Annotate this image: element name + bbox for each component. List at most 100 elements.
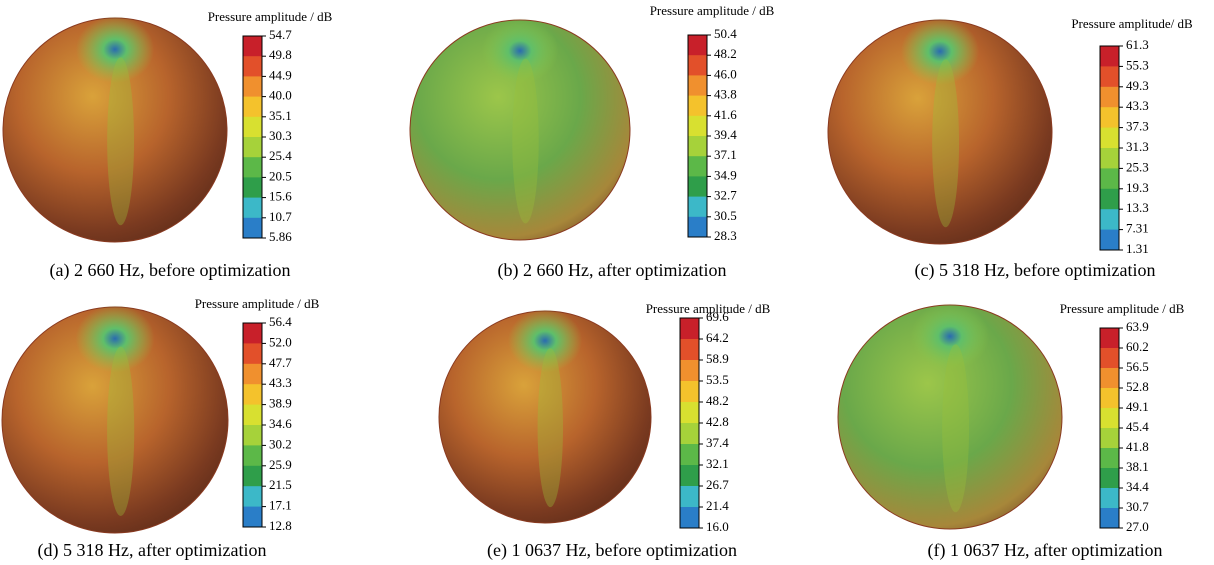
colorbar-label: 52.0 (269, 334, 292, 349)
colorbar-title: Pressure amplitude / dB (1060, 301, 1185, 316)
colorbar-label: 34.6 (269, 416, 292, 431)
colorbar-label: 31.3 (1126, 139, 1149, 154)
colorbar-segment (243, 97, 262, 118)
colorbar-segment (243, 56, 262, 77)
colorbar-segment (680, 360, 699, 382)
colorbar-label: 25.4 (269, 148, 292, 163)
colorbar-segment (1100, 230, 1119, 251)
colorbar-label: 41.6 (714, 107, 737, 122)
colorbar-segment (243, 323, 262, 344)
colorbar-segment (1100, 488, 1119, 509)
colorbar-label: 38.1 (1126, 459, 1149, 474)
colorbar-segment (1100, 508, 1119, 529)
colorbar-segment (688, 197, 707, 218)
colorbar-title: Pressure amplitude/ dB (1071, 16, 1193, 31)
colorbar-segment (243, 76, 262, 97)
colorbar-segment (243, 364, 262, 385)
colorbar-segment (680, 423, 699, 445)
colorbar-label: 26.7 (706, 477, 729, 492)
colorbar-label: 28.3 (714, 228, 737, 243)
colorbar-label: 56.4 (269, 314, 292, 329)
colorbar-label: 27.0 (1126, 519, 1149, 534)
colorbar-label: 44.9 (269, 67, 292, 82)
colorbar-segment (1100, 348, 1119, 369)
colorbar-segment (243, 198, 262, 219)
colorbar-label: 25.9 (269, 457, 292, 472)
figure: 54.749.844.940.035.130.325.420.515.610.7… (0, 0, 1214, 565)
panel: 50.448.246.043.841.639.437.134.932.730.5… (410, 3, 775, 281)
colorbar-label: 20.5 (269, 168, 292, 183)
caption: (e) 1 0637 Hz, before optimization (487, 540, 737, 561)
colorbar-label: 54.7 (269, 27, 292, 42)
colorbar-label: 43.3 (1126, 98, 1149, 113)
colorbar-label: 63.9 (1126, 319, 1149, 334)
colorbar-segment (243, 177, 262, 198)
colorbar-label: 5.86 (269, 229, 292, 244)
colorbar-segment (1100, 328, 1119, 349)
colorbar-label: 25.3 (1126, 159, 1149, 174)
colorbar-segment (243, 137, 262, 158)
colorbar-segment (1100, 189, 1119, 210)
colorbar-label: 49.1 (1126, 399, 1149, 414)
colorbar-segment (243, 218, 262, 239)
colorbar-segment (1100, 148, 1119, 169)
colorbar-segment (1100, 468, 1119, 489)
colorbar-label: 60.2 (1126, 339, 1149, 354)
colorbar-label: 37.1 (714, 147, 737, 162)
colorbar-label: 40.0 (269, 88, 292, 103)
colorbar-segment (1100, 168, 1119, 189)
colorbar-title: Pressure amplitude / dB (646, 301, 771, 316)
colorbar-segment (1100, 87, 1119, 108)
caption: (c) 5 318 Hz, before optimization (915, 260, 1156, 281)
colorbar-title: Pressure amplitude / dB (195, 296, 320, 311)
colorbar-segment (680, 444, 699, 466)
caption: (f) 1 0637 Hz, after optimization (928, 540, 1163, 561)
colorbar-segment (688, 217, 707, 238)
colorbar-label: 35.1 (269, 108, 292, 123)
colorbar-segment (688, 136, 707, 157)
colorbar-segment (680, 339, 699, 361)
colorbar-label: 39.4 (714, 127, 737, 142)
colorbar-segment (1100, 388, 1119, 409)
colorbar-segment (1100, 66, 1119, 87)
colorbar-segment (243, 384, 262, 405)
colorbar-label: 37.4 (706, 435, 729, 450)
colorbar-label: 47.7 (269, 355, 292, 370)
panel: 63.960.256.552.849.145.441.838.134.430.7… (838, 301, 1185, 561)
sphere-band (512, 59, 538, 224)
colorbar-label: 45.4 (1126, 419, 1149, 434)
colorbar-segment (243, 466, 262, 487)
colorbar-segment (243, 157, 262, 178)
colorbar-segment (688, 96, 707, 117)
colorbar-label: 41.8 (1126, 439, 1149, 454)
caption: (d) 5 318 Hz, after optimization (38, 540, 267, 561)
colorbar-label: 7.31 (1126, 221, 1149, 236)
panel: 56.452.047.743.338.934.630.225.921.517.1… (2, 296, 320, 561)
colorbar-label: 1.31 (1126, 241, 1149, 256)
colorbar-segment (243, 445, 262, 466)
colorbar-label: 37.3 (1126, 119, 1149, 134)
colorbar-segment (680, 486, 699, 508)
colorbar-label: 19.3 (1126, 180, 1149, 195)
colorbar-segment (243, 486, 262, 507)
colorbar-label: 17.1 (269, 498, 292, 513)
colorbar-segment (1100, 209, 1119, 230)
colorbar-segment (680, 465, 699, 487)
colorbar-segment (1100, 428, 1119, 449)
colorbar-label: 50.4 (714, 26, 737, 41)
colorbar-label: 46.0 (714, 66, 737, 81)
colorbar-segment (680, 381, 699, 403)
colorbar-segment (243, 36, 262, 57)
colorbar-label: 56.5 (1126, 359, 1149, 374)
colorbar-segment (1100, 128, 1119, 149)
colorbar-label: 43.3 (269, 375, 292, 390)
colorbar-label: 53.5 (706, 372, 729, 387)
colorbar-segment (1100, 46, 1119, 67)
colorbar-segment (688, 176, 707, 197)
colorbar-label: 38.9 (269, 396, 292, 411)
colorbar-segment (688, 55, 707, 76)
colorbar-segment (1100, 368, 1119, 389)
sphere-band (107, 347, 134, 517)
colorbar-label: 34.4 (1126, 479, 1149, 494)
colorbar-label: 52.8 (1126, 379, 1149, 394)
